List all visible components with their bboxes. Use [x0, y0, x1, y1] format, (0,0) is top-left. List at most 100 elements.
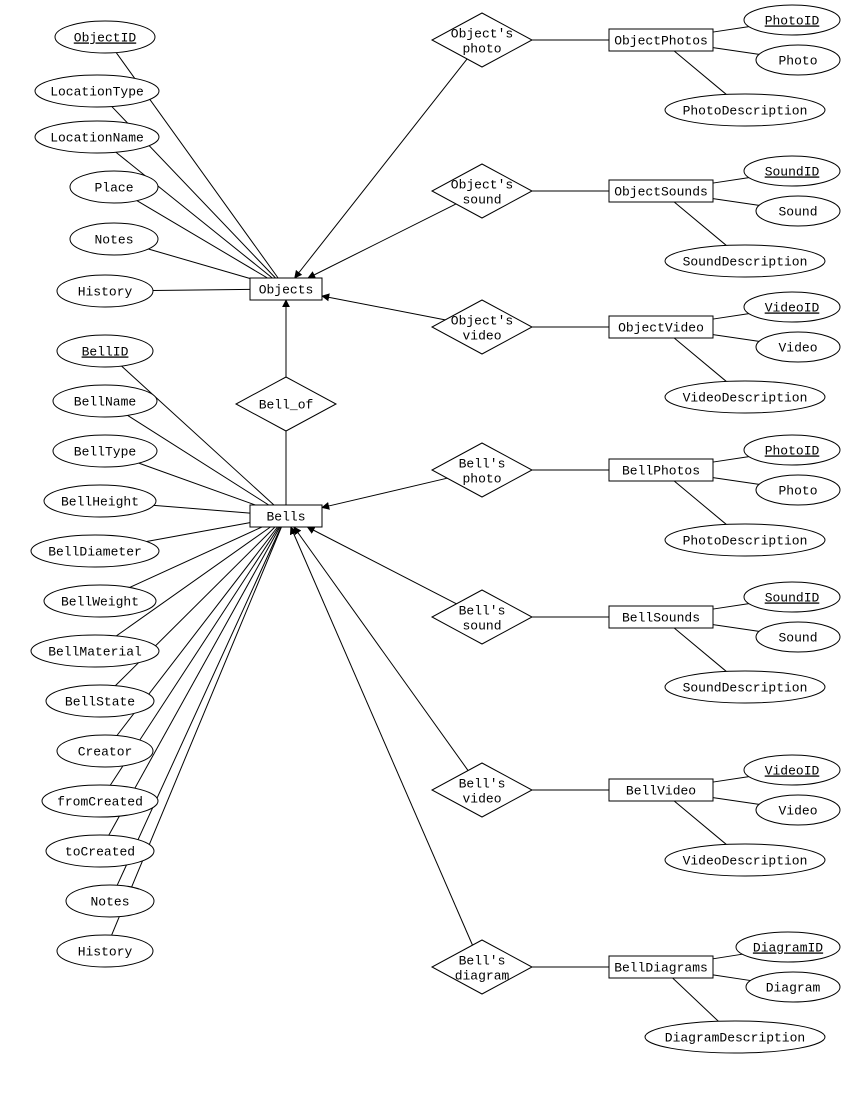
- relationship-BellsDiagram: Bell'sdiagram: [432, 940, 532, 994]
- entity-label: BellDiagrams: [614, 960, 708, 975]
- relationship-label: Bell's: [459, 776, 506, 791]
- entity-label: BellVideo: [626, 783, 696, 798]
- attribute-VideoDesc_OV: VideoDescription: [665, 381, 825, 413]
- edges-layer: [109, 27, 759, 1022]
- attribute-edge: [673, 978, 719, 1021]
- relationship-label: Bell's: [459, 456, 506, 471]
- attribute-toCreated: toCreated: [46, 835, 154, 867]
- attribute-DiagramID_BD: DiagramID: [736, 932, 840, 962]
- relationship-label: Bell's: [459, 953, 506, 968]
- attribute-label: PhotoDescription: [683, 103, 808, 118]
- attribute-label: SoundDescription: [683, 254, 808, 269]
- attribute-label: VideoID: [765, 300, 820, 315]
- relationship-edge: [295, 59, 467, 278]
- attribute-label: Photo: [778, 53, 817, 68]
- attribute-PhotoID_OP: PhotoID: [744, 5, 840, 35]
- entity-label: ObjectSounds: [614, 184, 708, 199]
- attribute-BellState: BellState: [46, 685, 154, 717]
- attribute-label: Video: [778, 803, 817, 818]
- attribute-edge: [713, 625, 759, 632]
- entity-BellSounds: BellSounds: [609, 606, 713, 628]
- attribute-label: ObjectID: [74, 30, 137, 45]
- attribute-edge: [713, 314, 749, 319]
- attribute-label: SoundID: [765, 590, 820, 605]
- attribute-BellID: BellID: [57, 335, 153, 367]
- attribute-Diagram_BD: Diagram: [746, 972, 840, 1002]
- entity-label: BellSounds: [622, 610, 700, 625]
- relationship-edge: [307, 527, 456, 604]
- relationship-label: Object's: [451, 26, 513, 41]
- attribute-label: fromCreated: [57, 794, 143, 809]
- attribute-label: BellState: [65, 694, 135, 709]
- attribute-edge: [147, 523, 250, 542]
- entity-BellPhotos: BellPhotos: [609, 459, 713, 481]
- attribute-edge: [674, 202, 726, 245]
- attribute-Sound_OS: Sound: [756, 196, 840, 226]
- attribute-edge: [112, 527, 282, 935]
- attribute-edge: [674, 801, 726, 844]
- attribute-edge: [674, 481, 726, 524]
- attribute-edge: [713, 798, 759, 805]
- relationship-label: Bell_of: [259, 397, 314, 412]
- attribute-label: BellMaterial: [48, 644, 142, 659]
- er-diagram: ObjectsBellsObjectPhotosObjectSoundsObje…: [0, 0, 850, 1108]
- attribute-label: SoundID: [765, 164, 820, 179]
- relationship-label: video: [462, 791, 501, 806]
- attribute-edge: [713, 178, 749, 183]
- relationship-BellsSound: Bell'ssound: [432, 590, 532, 644]
- relationship-BellOf: Bell_of: [236, 377, 336, 431]
- attribute-Photo_OP: Photo: [756, 45, 840, 75]
- attribute-edge: [674, 51, 726, 94]
- attribute-Sound_BS: Sound: [756, 622, 840, 652]
- attribute-SoundID_BS: SoundID: [744, 582, 840, 612]
- attribute-SoundDesc_BS: SoundDescription: [665, 671, 825, 703]
- relationship-edge: [291, 527, 473, 945]
- attribute-LocationName: LocationName: [35, 121, 159, 153]
- attribute-label: SoundDescription: [683, 680, 808, 695]
- relationship-label: sound: [462, 192, 501, 207]
- entity-ObjectPhotos: ObjectPhotos: [609, 29, 713, 51]
- attribute-edge: [148, 249, 250, 279]
- attribute-HistoryB: History: [57, 935, 153, 967]
- relationship-ObjectsPhoto: Object'sphoto: [432, 13, 532, 67]
- relationship-ObjectsVideo: Object'svideo: [432, 300, 532, 354]
- attribute-Creator: Creator: [57, 735, 153, 767]
- relationship-label: diagram: [455, 968, 510, 983]
- attribute-edge: [713, 975, 751, 981]
- attribute-Video_BV: Video: [756, 795, 840, 825]
- attribute-edge: [713, 199, 759, 206]
- attribute-label: PhotoDescription: [683, 533, 808, 548]
- attribute-edge: [713, 335, 759, 342]
- entity-ObjectSounds: ObjectSounds: [609, 180, 713, 202]
- attribute-Video_OV: Video: [756, 332, 840, 362]
- relationship-label: photo: [462, 41, 501, 56]
- attribute-edge: [713, 48, 759, 55]
- relationship-edge: [322, 296, 445, 320]
- attribute-label: BellName: [74, 394, 136, 409]
- attribute-label: Sound: [778, 204, 817, 219]
- attribute-label: DiagramID: [753, 940, 823, 955]
- entity-label: BellPhotos: [622, 463, 700, 478]
- relationship-ObjectsSound: Object'ssound: [432, 164, 532, 218]
- attribute-label: BellWeight: [61, 594, 139, 609]
- attribute-edge: [674, 628, 726, 671]
- attribute-BellMaterial: BellMaterial: [31, 635, 159, 667]
- attribute-label: Sound: [778, 630, 817, 645]
- attribute-edge: [713, 604, 749, 609]
- attribute-edge: [713, 954, 742, 959]
- attribute-BellWeight: BellWeight: [44, 585, 156, 617]
- attribute-label: History: [78, 944, 133, 959]
- relationship-label: Bell's: [459, 603, 506, 618]
- attribute-NotesB: Notes: [66, 885, 154, 917]
- attribute-VideoID_OV: VideoID: [744, 292, 840, 322]
- relationship-edge: [308, 204, 456, 278]
- attribute-HistoryO: History: [57, 275, 153, 307]
- relationship-label: video: [462, 328, 501, 343]
- attribute-edge: [713, 478, 759, 485]
- attribute-BellType: BellType: [53, 435, 157, 467]
- attribute-BellHeight: BellHeight: [44, 485, 156, 517]
- attribute-edge: [713, 777, 749, 782]
- attribute-label: toCreated: [65, 844, 135, 859]
- attribute-label: Video: [778, 340, 817, 355]
- attribute-label: Photo: [778, 483, 817, 498]
